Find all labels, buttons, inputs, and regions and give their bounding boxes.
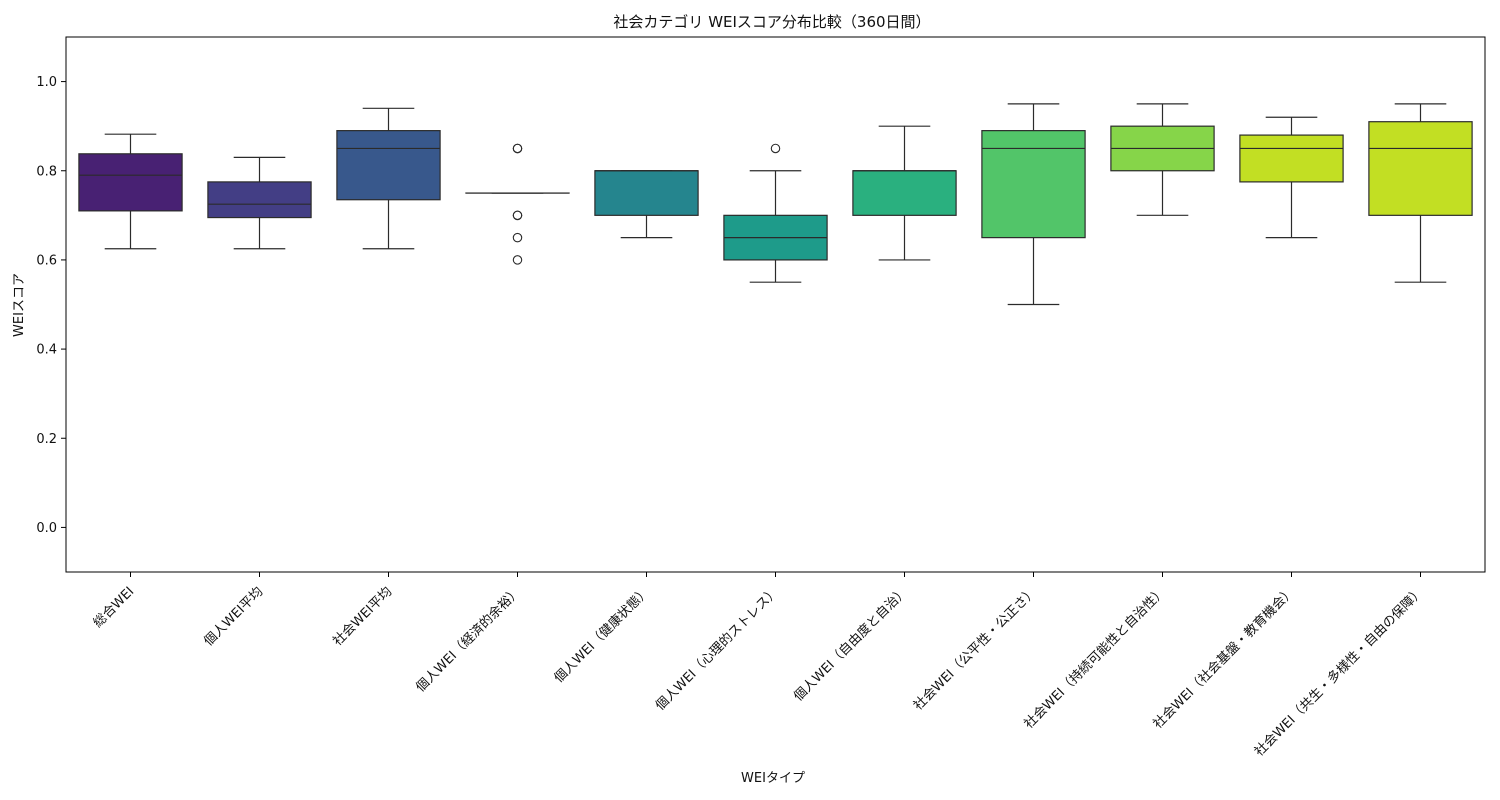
outlier-point — [512, 232, 523, 243]
x-axis: 総合WEI 個人WEI平均 社会WEI平均 個人WEI（経済的余裕） 個人WEI（健康状… — [91, 572, 1427, 760]
x-tick-label: 個人WEI（自由度と自治） — [790, 584, 911, 705]
y-tick-label: 0.8 — [36, 164, 57, 179]
y-axis-label: WEIスコア — [12, 273, 27, 337]
iqr-box — [594, 170, 699, 216]
box-6 — [723, 143, 828, 283]
outlier-point — [770, 143, 781, 154]
box-7 — [852, 125, 957, 261]
iqr-box — [78, 153, 183, 212]
iqr-box — [207, 181, 312, 219]
x-tick-label: 社会WEI平均 — [330, 584, 396, 650]
box-4 — [465, 143, 570, 265]
chart-title: 社会カテゴリ WEIスコア分布比較（360日間） — [613, 13, 930, 31]
box-9 — [1110, 103, 1215, 216]
y-tick-label: 0.0 — [36, 521, 57, 536]
y-tick-label: 0.4 — [36, 343, 57, 358]
iqr-box — [1368, 121, 1473, 216]
iqr-box — [1239, 134, 1344, 183]
box-8 — [981, 103, 1086, 306]
y-tick-label: 1.0 — [36, 75, 57, 90]
box-series — [78, 103, 1473, 306]
x-tick-label: 個人WEI（健康状態） — [551, 584, 653, 686]
box-3 — [336, 107, 441, 250]
iqr-box — [981, 130, 1086, 239]
box-10 — [1239, 116, 1344, 239]
x-tick-label: 個人WEI（経済的余裕） — [413, 584, 525, 696]
x-tick-label: 社会WEI（公平性・公正さ） — [910, 584, 1040, 714]
x-axis-label: WEIタイプ — [741, 771, 805, 786]
iqr-box — [336, 130, 441, 201]
x-tick-label: 総合WEI — [91, 584, 138, 631]
outlier-point — [512, 143, 523, 154]
y-tick-label: 0.6 — [36, 253, 57, 268]
x-tick-label: 個人WEI平均 — [201, 584, 266, 649]
box-11 — [1368, 103, 1473, 283]
x-tick-label: 個人WEI（心理的ストレス） — [652, 584, 782, 714]
iqr-box — [852, 170, 957, 216]
box-1 — [78, 133, 183, 250]
box-5 — [594, 170, 699, 239]
outlier-point — [512, 255, 523, 265]
x-tick-label: 社会WEI（社会基盤・教育機会） — [1150, 584, 1298, 732]
outlier-point — [512, 210, 523, 221]
y-axis: 0.0 0.2 0.4 0.6 0.8 1.0 — [36, 75, 66, 536]
x-tick-label: 社会WEI（持続可能性と自治性） — [1021, 584, 1169, 732]
y-tick-label: 0.2 — [36, 432, 57, 447]
box-2 — [207, 156, 312, 250]
